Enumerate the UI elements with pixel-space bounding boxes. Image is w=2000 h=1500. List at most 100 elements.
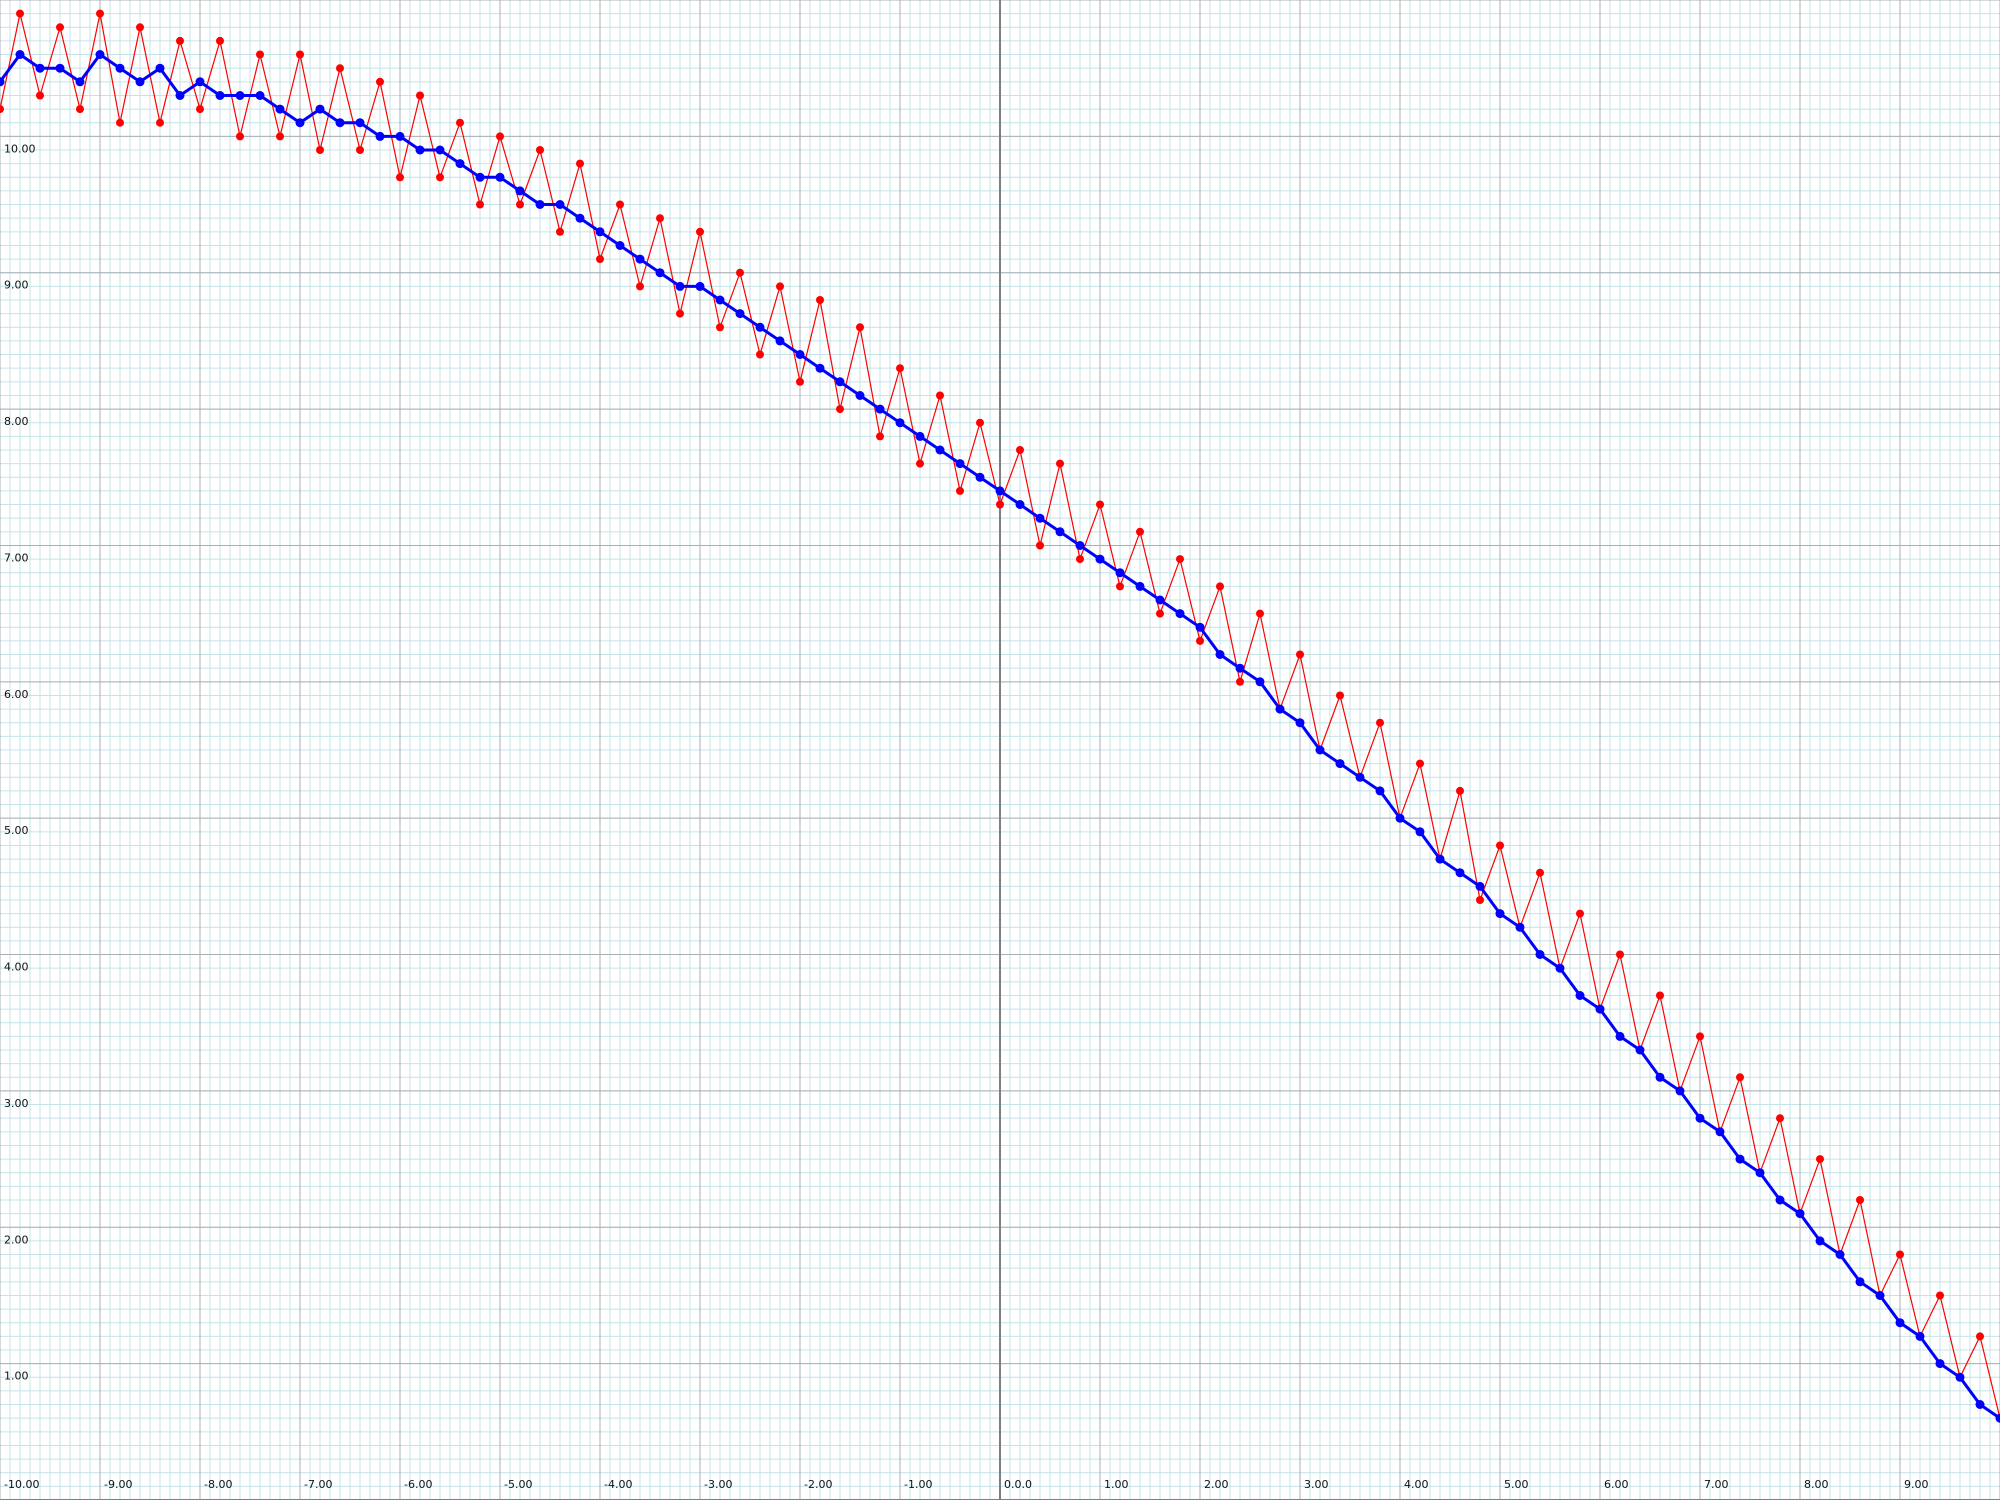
- series-smoothed-point: [815, 363, 825, 373]
- series-raw-point: [1616, 950, 1624, 959]
- series-raw-point: [1136, 527, 1144, 536]
- series-smoothed-point: [895, 418, 905, 428]
- series-raw-point: [816, 296, 824, 304]
- series-smoothed-point: [1435, 854, 1445, 864]
- series-smoothed-point: [675, 281, 685, 291]
- series-smoothed-point: [1255, 677, 1265, 687]
- series-smoothed-point: [1575, 991, 1585, 1000]
- series-smoothed-point: [1075, 541, 1085, 550]
- series-raw-point: [896, 364, 904, 373]
- series-raw-point: [756, 350, 764, 359]
- series-smoothed-point: [15, 50, 25, 59]
- series-raw-point: [936, 391, 944, 400]
- series-raw-point: [36, 91, 44, 100]
- series-raw-point: [856, 323, 864, 332]
- series-smoothed-point: [75, 77, 85, 87]
- series-smoothed-point: [1795, 1209, 1805, 1219]
- series-raw-point: [596, 255, 604, 264]
- series-smoothed-point: [1475, 881, 1485, 891]
- series-smoothed-point: [1535, 950, 1545, 959]
- series-smoothed-point: [1655, 1072, 1665, 1082]
- series-smoothed-point: [1815, 1236, 1825, 1246]
- series-smoothed-point: [735, 309, 745, 319]
- series-raw-point: [16, 9, 24, 18]
- series-smoothed-point: [1955, 1372, 1965, 1382]
- series-raw-point: [256, 50, 264, 59]
- series-smoothed-point: [975, 472, 985, 482]
- series-raw-point: [536, 146, 544, 154]
- series-raw-point: [516, 200, 524, 209]
- series-smoothed-point: [1055, 527, 1065, 537]
- series-raw-point: [96, 9, 104, 18]
- series-smoothed-point: [1135, 581, 1145, 591]
- series-smoothed-point: [1935, 1359, 1945, 1369]
- x-tick-label: -4.00: [604, 1478, 632, 1491]
- y-tick-label: 9.00: [4, 279, 29, 292]
- series-smoothed-point: [1635, 1045, 1645, 1055]
- series-smoothed-point: [475, 172, 485, 182]
- series-raw-point: [576, 159, 584, 168]
- y-tick-label: 6.00: [4, 688, 29, 701]
- series-smoothed-point: [95, 50, 105, 59]
- x-tick-label: -9.00: [104, 1478, 132, 1491]
- x-tick-label: -2.00: [804, 1478, 832, 1491]
- series-smoothed-point: [1095, 554, 1105, 564]
- x-tick-label: 8.00: [1804, 1478, 1829, 1491]
- series-raw-point: [1696, 1032, 1704, 1041]
- series-smoothed-point: [1395, 813, 1405, 823]
- series-raw-point: [1736, 1073, 1744, 1082]
- series-raw-point: [1196, 636, 1204, 645]
- series-smoothed-point: [1295, 718, 1305, 728]
- series-raw-point: [776, 282, 784, 291]
- series-smoothed-point: [0, 77, 5, 87]
- series-smoothed-point: [795, 350, 805, 359]
- series-smoothed-point: [435, 145, 445, 155]
- series-raw-point: [956, 486, 964, 495]
- series-raw-point: [1296, 650, 1304, 659]
- series-smoothed-point: [595, 227, 605, 237]
- series-raw-point: [396, 173, 404, 182]
- x-tick-label: 2.00: [1204, 1478, 1229, 1491]
- series-smoothed-point: [635, 254, 645, 264]
- series-smoothed-point: [215, 91, 225, 100]
- x-tick-label: 0.0.0: [1004, 1478, 1032, 1491]
- series-raw-point: [476, 200, 484, 209]
- series-smoothed-point: [1595, 1004, 1605, 1014]
- series-smoothed-point: [235, 91, 245, 100]
- series-smoothed-point: [395, 131, 405, 141]
- y-tick-label: 4.00: [4, 961, 29, 974]
- series-smoothed-point: [1115, 568, 1125, 578]
- series-smoothed-point: [335, 118, 345, 128]
- series-smoothed-point: [115, 63, 125, 73]
- series-smoothed-point: [1615, 1031, 1625, 1041]
- series-smoothed: [0, 50, 2000, 1423]
- series-smoothed-point: [835, 377, 845, 387]
- series-raw-point: [1856, 1196, 1864, 1204]
- series-smoothed-point: [1355, 772, 1365, 782]
- series-smoothed-point: [875, 404, 885, 414]
- series-smoothed-point: [1975, 1400, 1985, 1409]
- series-raw-point: [656, 214, 664, 223]
- series-smoothed-point: [755, 322, 765, 332]
- series-smoothed-point: [915, 431, 925, 441]
- series-raw-point: [556, 227, 564, 236]
- series-smoothed-point: [775, 336, 785, 346]
- series-raw: [0, 9, 2000, 1423]
- series-raw-point: [1036, 541, 1044, 550]
- series-raw-point: [1056, 459, 1064, 468]
- series-smoothed-point: [1235, 663, 1245, 673]
- x-tick-label: 1.00: [1104, 1478, 1129, 1491]
- series-raw-point: [1376, 718, 1384, 727]
- series-smoothed-point: [855, 391, 865, 400]
- series-smoothed-point: [35, 63, 45, 73]
- x-tick-label: -3.00: [704, 1478, 732, 1491]
- series-smoothed-point: [375, 131, 385, 141]
- x-tick-label: 9.00: [1904, 1478, 1929, 1491]
- series-raw-point: [1496, 841, 1504, 850]
- series-smoothed-point: [1735, 1154, 1745, 1164]
- series-smoothed-point: [1195, 622, 1205, 632]
- series-smoothed-point: [1855, 1277, 1865, 1287]
- series-raw-point: [336, 64, 344, 73]
- series-smoothed-point: [935, 445, 945, 455]
- series-raw-point: [436, 173, 444, 182]
